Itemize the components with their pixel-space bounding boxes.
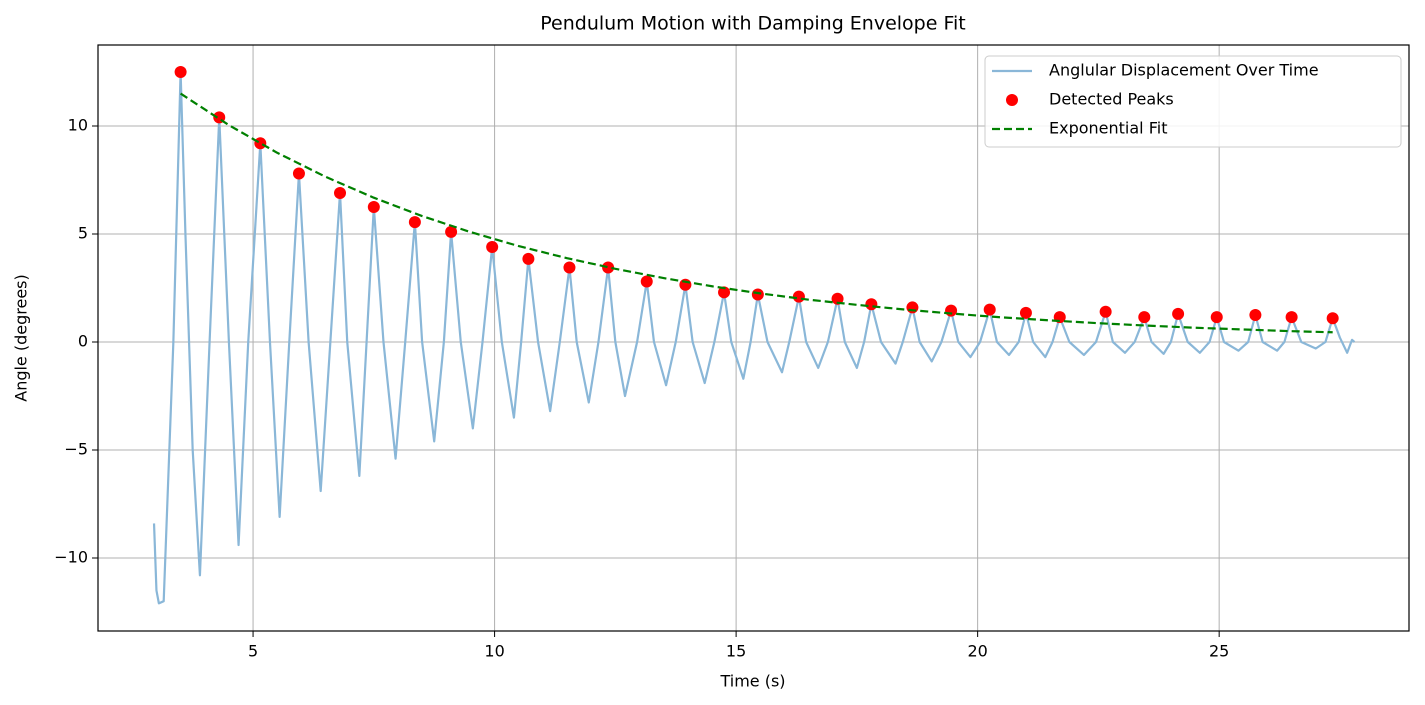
- x-tick-label: 15: [726, 642, 746, 661]
- peak-marker: [792, 290, 805, 303]
- peak-marker: [1326, 312, 1339, 325]
- peak-marker: [1138, 311, 1151, 324]
- peak-marker: [174, 65, 187, 78]
- legend-marker: [1006, 94, 1018, 106]
- peak-marker: [865, 298, 878, 311]
- x-tick-label: 5: [248, 642, 258, 661]
- peak-marker: [945, 304, 958, 317]
- legend-box: [984, 55, 1402, 148]
- y-tick-label: −10: [54, 547, 88, 566]
- legend-label: Exponential Fit: [1049, 119, 1167, 138]
- peak-marker: [486, 240, 499, 253]
- y-tick-label: 5: [78, 223, 88, 242]
- peak-marker: [445, 225, 458, 238]
- peak-marker: [254, 137, 267, 150]
- plot-frame: [97, 44, 1410, 632]
- y-axis-label: Angle (degrees): [12, 274, 31, 402]
- x-axis-label: Time (s): [719, 672, 785, 691]
- fit-line: [179, 92, 1333, 334]
- peak-marker: [292, 167, 305, 180]
- peak-marker: [751, 288, 764, 301]
- peak-marker: [1285, 311, 1298, 324]
- legend-label: Anglular Displacement Over Time: [1049, 61, 1319, 80]
- peak-marker: [1249, 308, 1262, 321]
- peak-marker: [831, 292, 844, 305]
- chart-title: Pendulum Motion with Damping Envelope Fi…: [540, 13, 966, 35]
- y-tick-label: 0: [78, 331, 88, 350]
- x-tick-label: 20: [967, 642, 987, 661]
- legend-label: Detected Peaks: [1049, 90, 1174, 109]
- peak-marker: [679, 278, 692, 291]
- peak-marker: [1210, 311, 1223, 324]
- peak-marker: [983, 303, 996, 316]
- peak-marker: [522, 252, 535, 265]
- peak-marker: [1099, 305, 1112, 318]
- peak-marker: [906, 301, 919, 314]
- y-tick-label: 10: [68, 115, 88, 134]
- peak-marker: [640, 275, 653, 288]
- peak-marker: [602, 261, 615, 274]
- peak-marker: [408, 216, 421, 229]
- peak-marker: [1172, 307, 1185, 320]
- y-tick-label: −5: [64, 439, 88, 458]
- peak-marker: [1019, 306, 1032, 319]
- peak-marker: [718, 286, 731, 299]
- peak-marker: [334, 186, 347, 199]
- data-line: [152, 70, 1356, 605]
- peak-marker: [563, 261, 576, 274]
- peak-marker: [367, 200, 380, 213]
- x-tick-label: 10: [484, 642, 504, 661]
- x-tick-label: 25: [1209, 642, 1229, 661]
